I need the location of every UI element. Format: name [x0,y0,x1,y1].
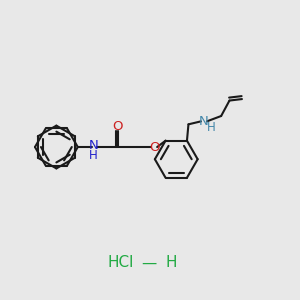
Text: O: O [112,120,122,133]
Text: —: — [141,255,156,270]
Text: N: N [199,115,209,128]
Text: H: H [207,121,216,134]
Text: O: O [149,140,159,154]
Text: H: H [88,149,97,162]
Text: HCl: HCl [107,255,134,270]
Text: H: H [165,255,177,270]
Text: N: N [89,139,99,152]
